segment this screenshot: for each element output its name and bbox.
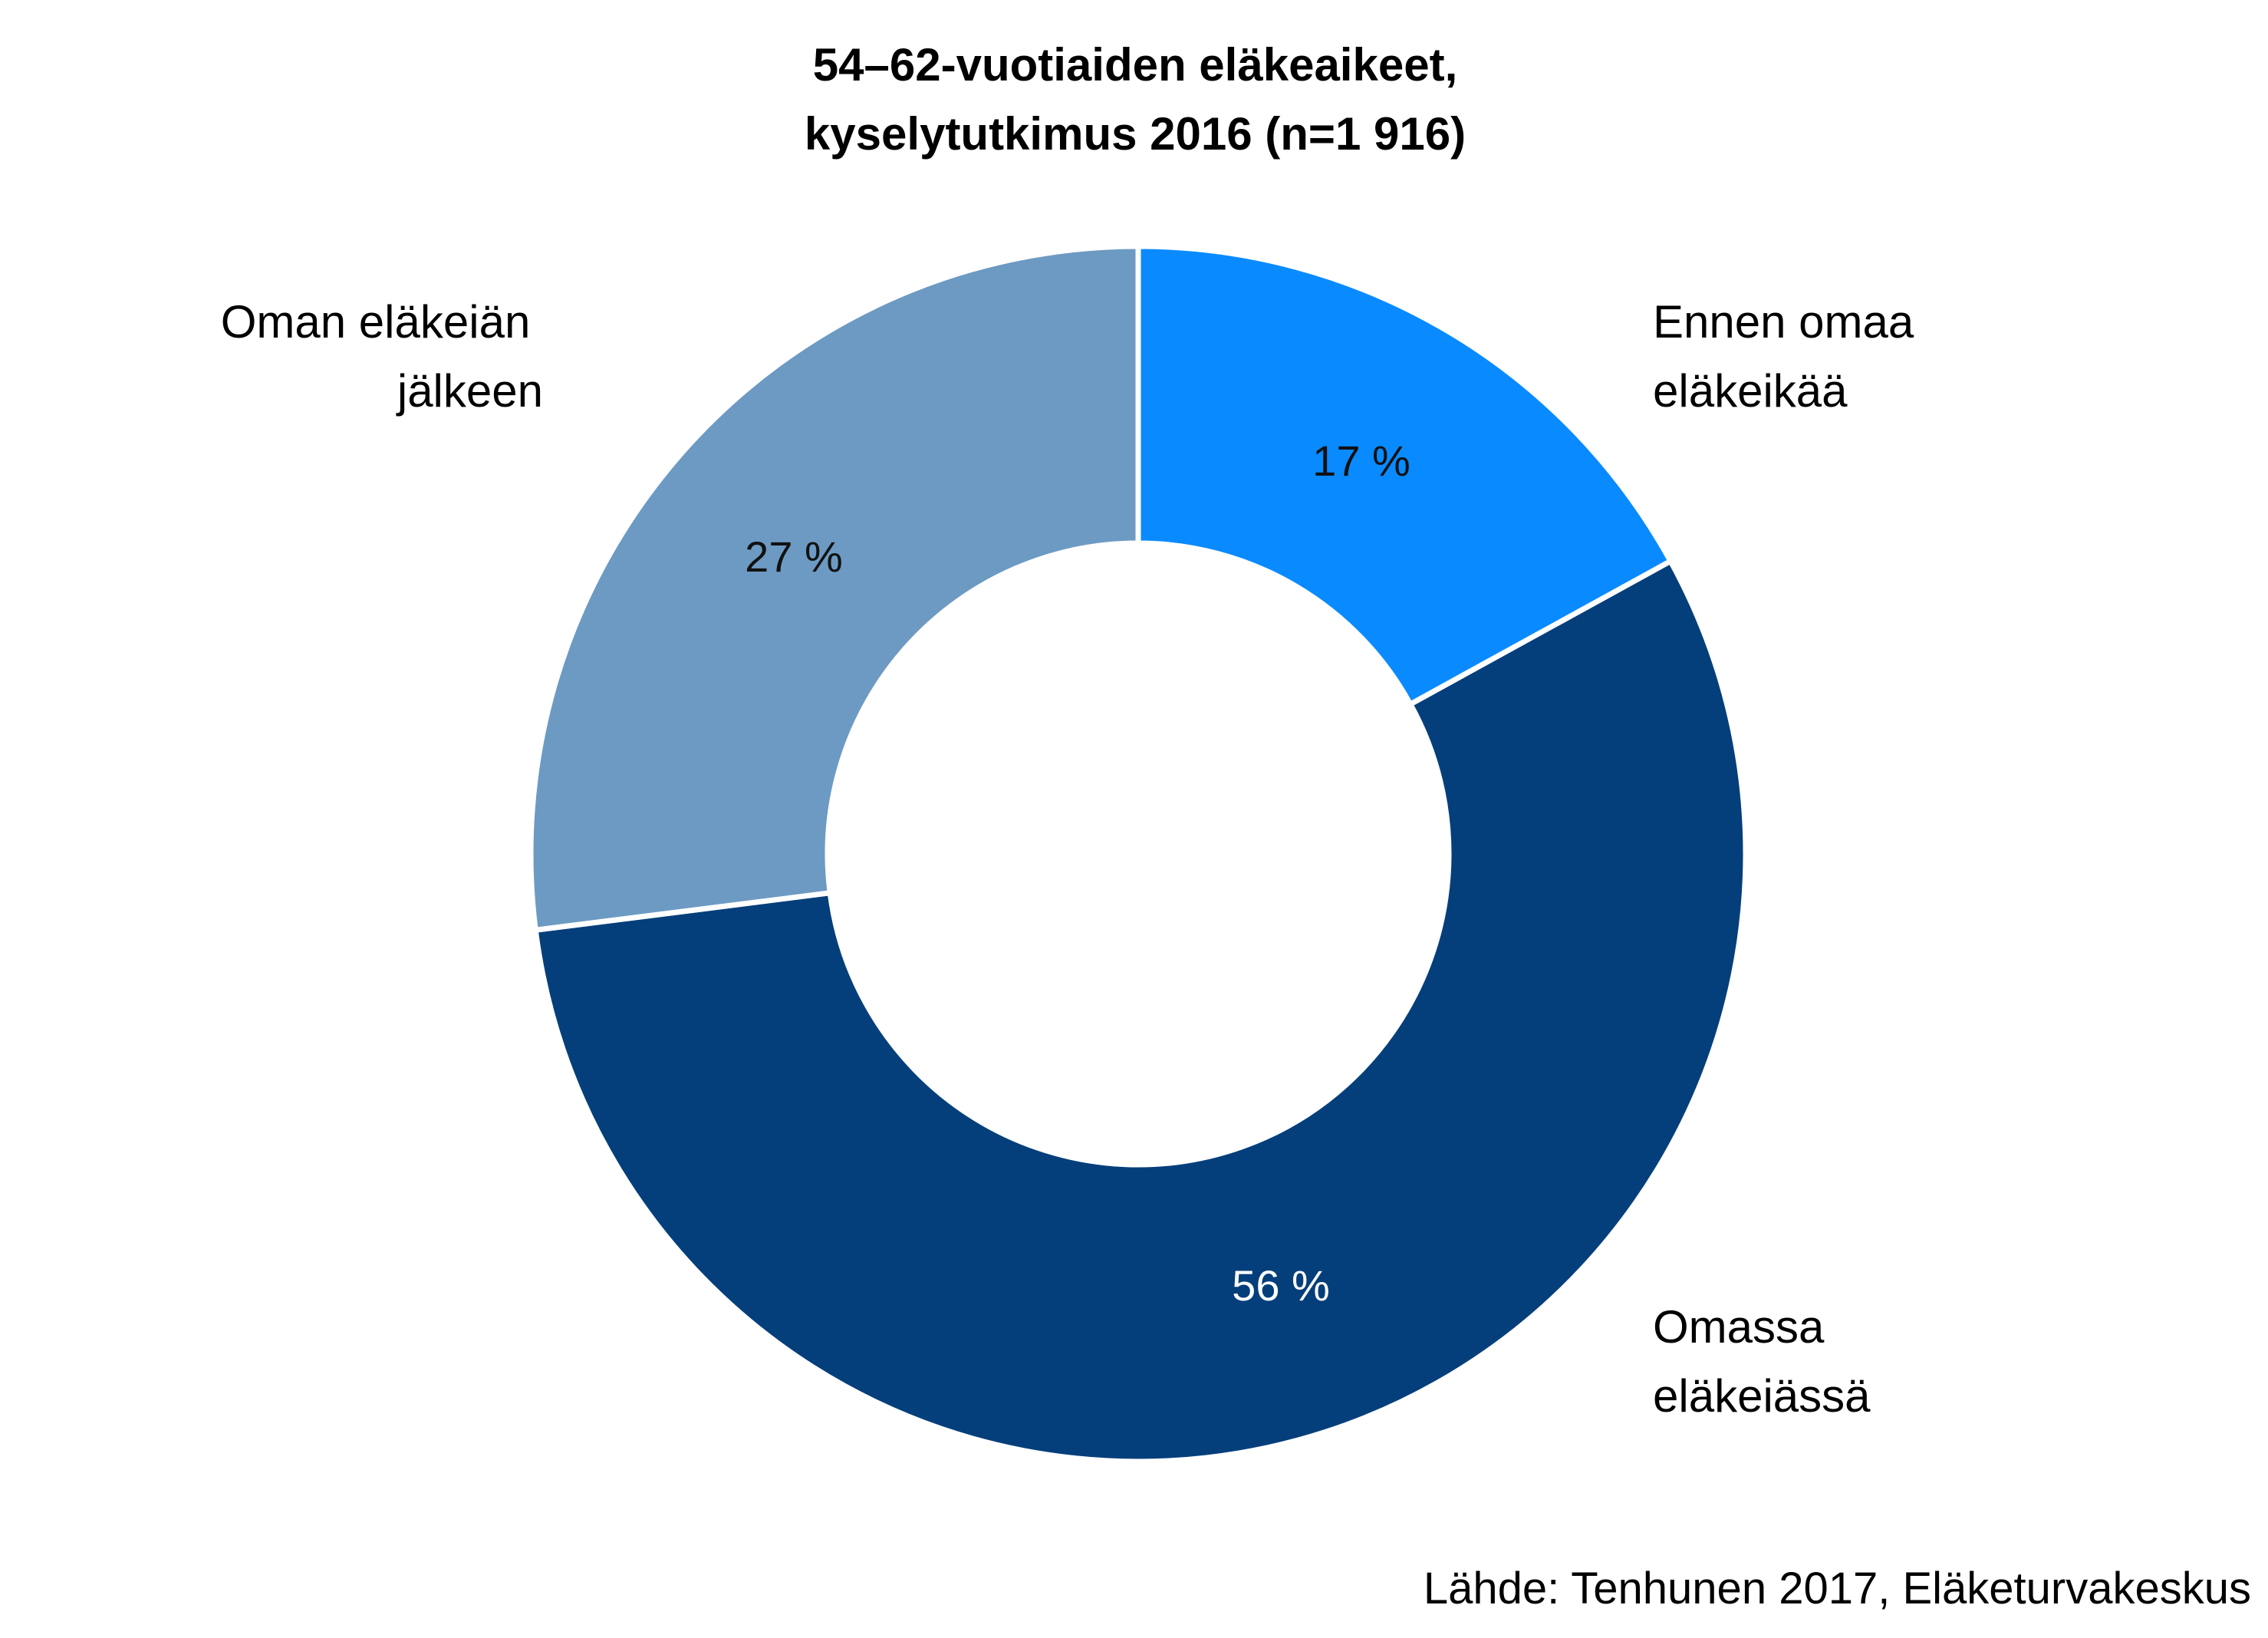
value-label-omassa: 56 % [1232, 1261, 1330, 1310]
slice-omassa [532, 557, 1749, 1465]
category-label-omassa: Omassa eläkeiässä [1653, 1301, 1871, 1422]
category-label-ennen: Ennen omaa eläkeikää [1653, 296, 1927, 417]
chart-title-line-1: 54–62-vuotiaiden eläkeaikeet, [813, 39, 1457, 91]
category-label-omassa-line-1: Omassa [1653, 1301, 1825, 1353]
category-label-jalkeen: Oman eläkeiän jälkeen [221, 296, 543, 417]
donut-slices [528, 243, 1749, 1465]
source-note: Lähde: Tenhunen 2017, Eläketurvakeskus [1424, 1564, 2251, 1613]
category-label-jalkeen-line-2: jälkeen [396, 365, 543, 417]
value-label-jalkeen: 27 % [745, 532, 843, 581]
chart-title-line-2: kyselytutkimus 2016 (n=1 916) [805, 108, 1466, 160]
slice-ennen [1135, 243, 1674, 708]
value-label-ennen: 17 % [1312, 437, 1411, 485]
category-label-ennen-line-1: Ennen omaa [1653, 296, 1914, 348]
category-label-omassa-line-2: eläkeiässä [1653, 1370, 1871, 1422]
slice-jalkeen [528, 243, 1141, 934]
category-label-jalkeen-line-1: Oman eläkeiän [221, 296, 531, 348]
category-label-ennen-line-2: eläkeikää [1653, 365, 1848, 417]
